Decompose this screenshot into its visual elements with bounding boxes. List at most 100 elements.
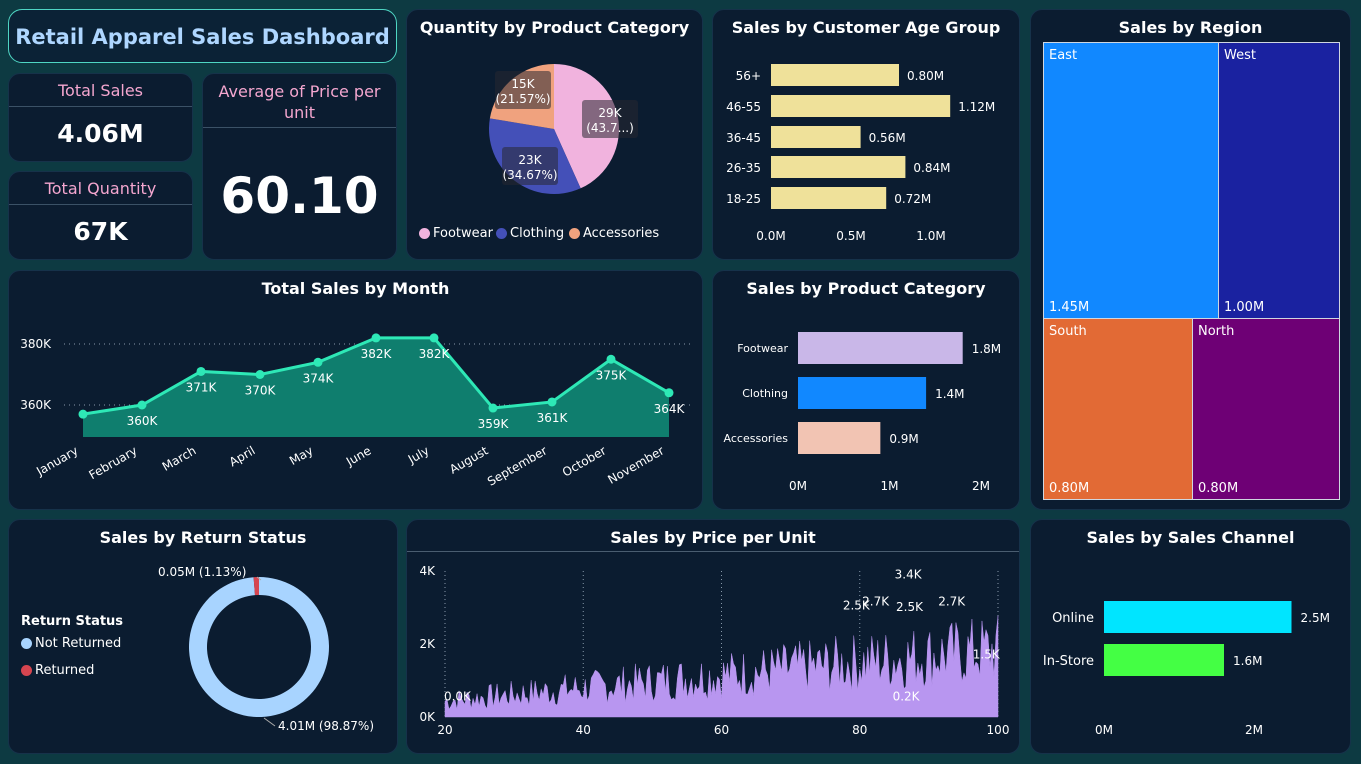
month-data-label: 382K [361,347,393,361]
channel-bar [1104,601,1292,633]
product-tick-label: Clothing [742,387,788,400]
pie-label-value: 29K [598,106,622,120]
kpi-total-sales-label: Total Sales [57,81,144,100]
legend-clothing[interactable]: Clothing [496,226,564,241]
sales-by-region-card[interactable]: Sales by Region East 1.45M West 1.00M So… [1030,9,1351,510]
channel-x-tick: 0M [1095,723,1113,737]
month-data-label: 375K [596,368,628,382]
sales-by-price-title: Sales by Price per Unit [610,528,816,547]
channel-bar-chart[interactable]: Online 2.5M In-Store 1.6M 0M 2M [1031,520,1351,754]
return-donut-chart[interactable]: 0.05M (1.13%) 4.01M (98.87%) [9,520,398,754]
quantity-by-category-title: Quantity by Product Category [419,18,690,37]
pie-label-box [582,100,638,138]
legend-dot-icon [569,228,580,239]
region-east-value: 1.45M [1049,300,1090,315]
price-y-tick: 2K [419,637,436,651]
return-legend-title: Return Status [21,614,124,629]
age-bar [771,187,887,209]
region-cell-east[interactable]: East 1.45M [1043,42,1219,319]
month-x-tick: May [287,443,315,468]
month-x-tick: January [33,443,80,478]
month-point [488,403,498,413]
legend-footwear[interactable]: Footwear [419,226,493,241]
month-point [78,409,88,419]
price-data-label: 0.2K [893,690,921,704]
product-bar [798,377,927,409]
price-x-tick: 100 [987,723,1010,737]
month-y-tick: 360K [20,398,52,412]
legend-not-returned[interactable]: Not Returned [21,636,121,651]
sales-by-month-title: Total Sales by Month [261,279,450,298]
age-bar [771,156,906,178]
sales-by-product-card[interactable]: Sales by Product Category Footwear 1.8M Cl… [712,270,1020,510]
pie-label-percent: (34.67%) [502,168,557,182]
donut-label-returned: 0.05M (1.13%) [158,565,246,579]
dashboard-title-card: Retail Apparel Sales Dashboard [8,9,397,63]
price-x-tick: 20 [437,723,452,737]
legend-returned[interactable]: Returned [21,663,94,678]
legend-not-returned-label: Not Returned [35,636,122,651]
pie-label-percent: (43.7...) [586,121,634,135]
sales-by-age-card[interactable]: Sales by Customer Age Group 56+ 0.80M 46-5… [712,9,1020,260]
kpi-divider [9,204,192,205]
legend-dot-icon [21,665,32,676]
legend-returned-label: Returned [35,663,95,678]
price-data-label: 1.5K [973,648,1001,662]
price-x-tick: 40 [576,723,591,737]
monthly-area-chart[interactable]: 380K 360K January 360K February 371K March 370K… [9,271,703,510]
kpi-average-price[interactable]: Average of Price per unit 60.10 [202,73,397,260]
month-x-tick: September [485,443,549,488]
sales-by-return-card[interactable]: Sales by Return Status Return Status Not… [8,519,398,754]
product-bar-chart[interactable]: Footwear 1.8M Clothing 1.4M Accessories 0.9M 0… [713,271,1020,510]
region-west-label: West [1224,48,1256,63]
age-data-label: 0.80M [907,69,944,83]
region-cell-north[interactable]: North 0.80M [1192,318,1340,500]
sales-by-month-card[interactable]: Total Sales by Month 380K 360K January 360K… [8,270,703,510]
age-bar-chart[interactable]: 56+ 0.80M 46-55 1.12M 36-45 0.56M 26-35 0.84M 18… [713,10,1020,260]
kpi-average-price-value: 60.10 [220,167,379,225]
sales-by-price-card[interactable]: Sales by Price per Unit 4K 2K 0K 20 40 60 80 10… [406,519,1020,754]
age-data-label: 0.84M [913,161,950,175]
month-data-label: 364K [654,402,686,416]
product-x-tick: 2M [972,479,990,493]
kpi-divider [9,106,192,107]
month-y-tick: 380K [20,337,52,351]
region-cell-south[interactable]: South 0.80M [1043,318,1193,500]
month-data-label: 361K [537,411,569,425]
quantity-pie-chart[interactable]: 29K(43.7...) 23K(34.67%) 15K(21.57%) [407,10,703,260]
kpi-total-sales-value: 4.06M [57,119,144,148]
region-west-value: 1.00M [1224,300,1265,315]
month-data-label: 382K [419,347,451,361]
region-cell-west[interactable]: West 1.00M [1218,42,1340,319]
quantity-by-category-card[interactable]: Quantity by Product Category 29K (43.7...… [406,9,703,260]
legend-accessories-label: Accessories [583,226,660,241]
product-data-label: 1.8M [972,342,1001,356]
donut-leader [256,576,262,581]
age-tick-label: 56+ [736,69,761,83]
legend-accessories[interactable]: Accessories [569,226,659,241]
month-x-tick: June [343,443,374,469]
month-point [196,366,206,376]
month-point [606,354,616,364]
sales-by-channel-card[interactable]: Sales by Sales Channel Online 2.5M In-Stor… [1030,519,1351,754]
price-bars [444,615,999,718]
kpi-average-price-label: Average of Price per unit [218,82,381,122]
legend-dot-icon [419,228,430,239]
legend-footwear-label: Footwear [433,226,493,241]
pie-label-box [495,71,551,109]
page-title: Retail Apparel Sales Dashboard [15,25,390,49]
product-x-tick: 0M [789,479,807,493]
channel-tick-label: In-Store [1043,654,1094,669]
age-tick-label: 18-25 [726,192,761,206]
month-area [83,337,669,437]
age-tick-label: 46-55 [726,100,761,114]
price-data-label: 2.7K [938,595,966,609]
pie-label-box [502,147,558,185]
price-x-tick: 80 [852,723,867,737]
region-south-value: 0.80M [1049,481,1090,496]
kpi-total-sales[interactable]: Total Sales 4.06M [8,73,193,162]
age-data-label: 0.56M [869,131,906,145]
kpi-total-quantity[interactable]: Total Quantity 67K [8,171,193,260]
month-point [137,400,147,410]
